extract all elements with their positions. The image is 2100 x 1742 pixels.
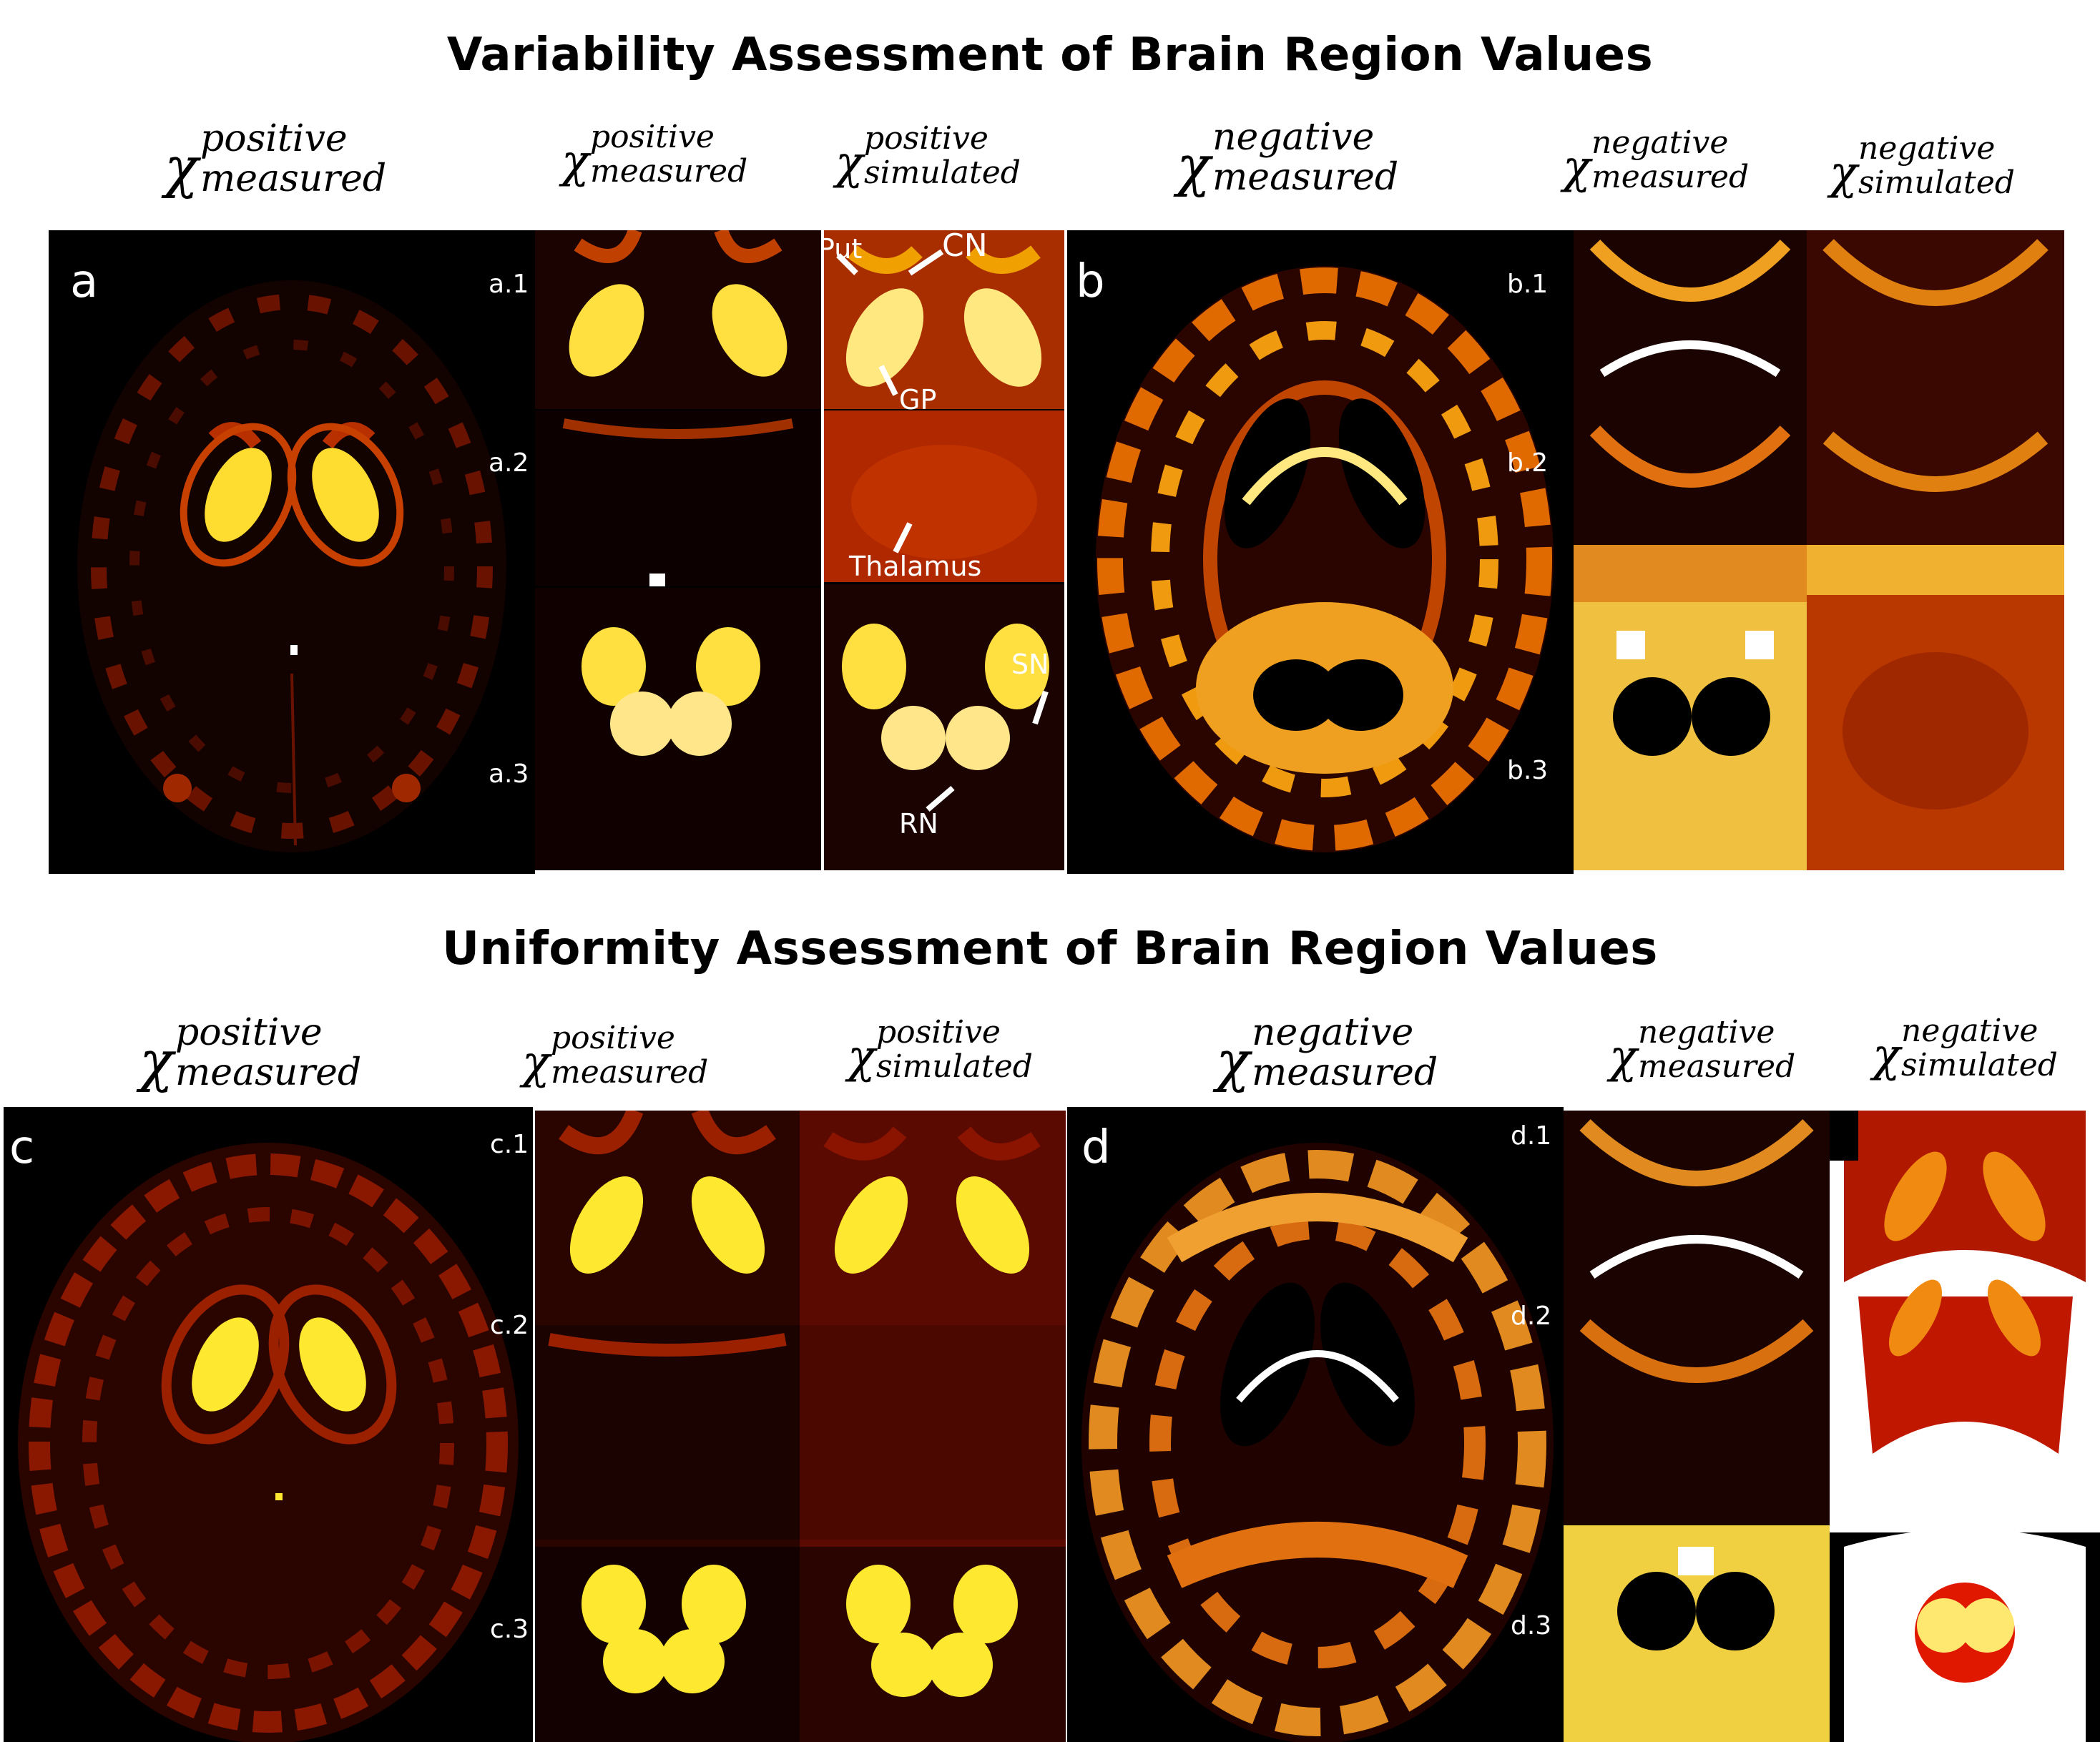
- panel-c-zoom-simulated: [800, 1111, 1066, 1742]
- slice-label-d3: d.3: [1511, 1611, 1552, 1640]
- panel-d-zoom-measured: [1564, 1111, 1830, 1742]
- slice-label-a1: a.1: [489, 270, 529, 299]
- label-put: Put: [824, 233, 863, 265]
- slice-label-c1: c.1: [490, 1130, 529, 1159]
- panel-c-zoom-measured: [535, 1111, 800, 1742]
- panel-label-c: c: [9, 1121, 35, 1174]
- label-rn: RN: [899, 808, 938, 840]
- slice-label-b2: b.2: [1507, 448, 1549, 478]
- panel-a-zoom-measured: [535, 230, 821, 870]
- sn-arrow: [1032, 690, 1049, 725]
- put-arrow: [836, 253, 858, 275]
- panel-a-brain-image: a a.1 a.2 a.3: [49, 230, 535, 874]
- slice-label-b1: b.1: [1507, 270, 1549, 299]
- panel-b-zoom-measured: [1574, 230, 1807, 870]
- thalamus-arrow: [893, 522, 913, 553]
- slice-label-c3: c.3: [490, 1615, 529, 1644]
- label-thalamus: Thalamus: [849, 551, 982, 582]
- label-gp: GP: [899, 384, 937, 415]
- slice-label-a3: a.3: [489, 759, 529, 789]
- uniformity-title: Uniformity Assessment of Brain Region Va…: [442, 922, 1658, 975]
- slice-label-a2: a.2: [489, 448, 529, 478]
- label-sn: SN: [1011, 649, 1049, 680]
- slice-label-c2: c.2: [490, 1311, 529, 1340]
- slice-label-d1: d.1: [1511, 1121, 1552, 1151]
- panel-label-d: d: [1081, 1121, 1111, 1174]
- panel-b-zoom-simulated: [1807, 230, 2064, 870]
- cn-arrow: [908, 249, 944, 276]
- slice-label-d2: d.2: [1511, 1301, 1552, 1331]
- panel-d-zoom-simulated: [1830, 1111, 2100, 1742]
- panel-label-a: a: [70, 255, 99, 308]
- label-cn: CN: [942, 230, 988, 264]
- panel-b-brain-image: b b.1 b.2 b.3: [1067, 230, 1574, 874]
- panel-c-brain-image: c c.1 c.2 c.3: [4, 1107, 533, 1742]
- rn-arrow: [926, 785, 955, 812]
- panel-d-brain-image: d d.1 d.2 d.3: [1067, 1107, 1564, 1742]
- variability-title: Variability Assessment of Brain Region V…: [446, 29, 1654, 82]
- panel-label-b: b: [1076, 255, 1105, 308]
- slice-label-b3: b.3: [1507, 756, 1549, 785]
- gp-arrow: [878, 365, 898, 396]
- panel-a-zoom-simulated: Put CN GP Thalamus SN RN: [824, 230, 1064, 870]
